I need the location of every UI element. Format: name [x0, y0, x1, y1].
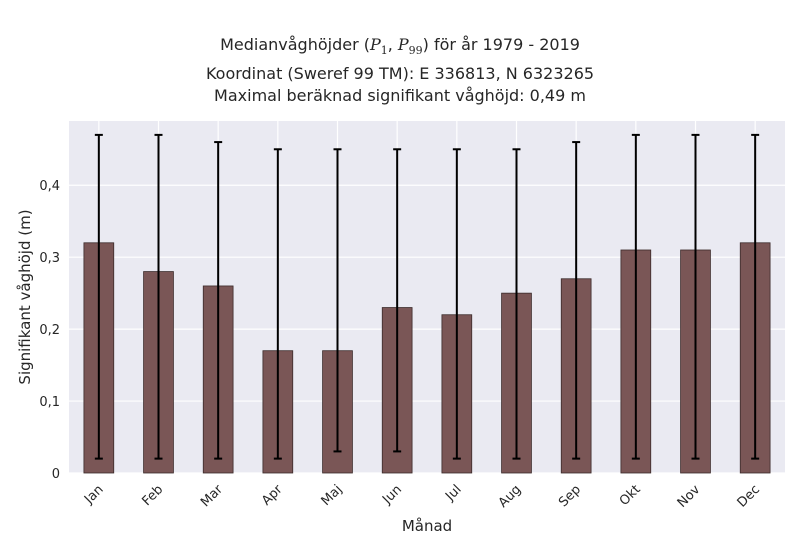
- title-p-low: P1: [369, 35, 388, 58]
- title-suffix: ) för år 1979 - 2019: [422, 35, 580, 54]
- errors-group: [94, 133, 760, 460]
- x-tick-label: Maj: [319, 482, 346, 509]
- x-axis-label: Månad: [402, 517, 452, 535]
- x-tick-label: Apr: [259, 482, 286, 509]
- x-tick-label: Sep: [556, 482, 584, 510]
- plot-area: [69, 121, 785, 473]
- x-tick-label: Aug: [496, 482, 525, 511]
- y-axis-label: Signifikant våghöjd (m): [16, 209, 34, 384]
- chart-title: Medianvåghöjder (P1, P99) för år 1979 - …: [0, 34, 800, 108]
- x-tick-label: Feb: [139, 482, 166, 509]
- chart-title-line-3: Maximal beräknad signifikant våghöjd: 0,…: [214, 86, 586, 106]
- y-tick-label: 0,3: [39, 251, 60, 266]
- x-tick-label: Dec: [735, 482, 763, 510]
- x-tick-label: Jul: [442, 482, 464, 504]
- y-tick-label: 0,4: [39, 179, 60, 194]
- y-tick-label: 0,1: [39, 395, 60, 410]
- x-tick-label: Okt: [617, 482, 644, 509]
- x-tick-label: Mar: [198, 482, 226, 510]
- chart-title-line-1: Medianvåghöjder (P1, P99) för år 1979 - …: [0, 34, 800, 63]
- x-tick-label: Nov: [675, 482, 704, 511]
- y-tick-labels: 0 0,1 0,2 0,3 0,4: [39, 179, 60, 482]
- chart-title-line-2: Koordinat (Sweref 99 TM): E 336813, N 63…: [205, 63, 595, 83]
- y-tick-label: 0: [52, 467, 60, 482]
- x-tick-label: Jun: [379, 482, 405, 508]
- title-prefix: Medianvåghöjder (: [220, 35, 370, 54]
- title-separator: ,: [387, 35, 398, 54]
- y-tick-label: 0,2: [39, 323, 60, 338]
- bars-group: [83, 242, 771, 474]
- x-tick-label: Jan: [81, 482, 106, 507]
- title-p-high: P99: [397, 35, 423, 58]
- x-tick-labels: Jan Feb Mar Apr Maj Jun Jul Aug Sep Okt Nov Dec: [81, 482, 763, 511]
